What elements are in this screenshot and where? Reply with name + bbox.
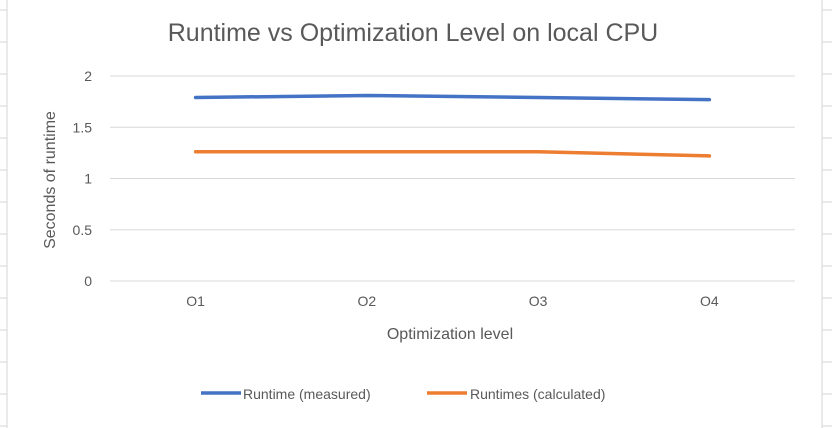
- legend-label: Runtime (measured): [243, 386, 371, 402]
- legend: Runtime (measured) Runtimes (calculated): [201, 386, 605, 402]
- x-tick-label: O2: [358, 293, 377, 309]
- y-tick-labels: 0 0.5 1 1.5 2: [73, 68, 93, 289]
- x-tick-label: O1: [186, 293, 205, 309]
- y-tick-label: 1.5: [73, 119, 93, 135]
- chart-title: Runtime vs Optimization Level on local C…: [168, 19, 658, 47]
- y-tick-label: 1: [84, 171, 92, 187]
- x-tick-label: O4: [700, 293, 719, 309]
- y-tick-label: 2: [84, 68, 92, 84]
- legend-label: Runtimes (calculated): [470, 386, 605, 402]
- series-line: [193, 93, 712, 102]
- y-tick-label: 0.5: [73, 222, 93, 238]
- x-tick-labels: O1 O2 O3 O4: [186, 293, 719, 309]
- y-axis-title: Seconds of runtime: [42, 111, 59, 249]
- y-tick-label: 0: [84, 273, 92, 289]
- x-tick-label: O3: [529, 293, 548, 309]
- gridlines: [110, 75, 795, 282]
- x-axis-title: Optimization level: [387, 326, 513, 343]
- series-lines: [193, 93, 712, 158]
- series-line: [193, 150, 712, 158]
